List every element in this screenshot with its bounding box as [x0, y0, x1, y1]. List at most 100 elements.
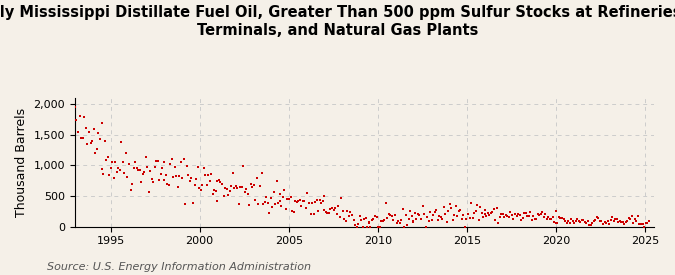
Point [227, 170, 238, 175]
Point [201, 183, 212, 187]
Point [259, 200, 270, 204]
Point [468, 211, 479, 215]
Point [90, 151, 101, 155]
Point [240, 190, 250, 194]
Point [224, 188, 235, 193]
Point [578, 218, 589, 222]
Point [449, 213, 460, 217]
Point [579, 220, 590, 225]
Point [225, 184, 236, 188]
Point [98, 171, 109, 176]
Point [194, 186, 205, 190]
Point [359, 217, 370, 221]
Point [496, 211, 507, 216]
Point [396, 218, 406, 222]
Point [438, 205, 449, 210]
Point [261, 195, 271, 199]
Point [328, 207, 339, 212]
Point [323, 211, 334, 215]
Point [223, 193, 234, 197]
Point [506, 212, 517, 217]
Point [285, 195, 296, 200]
Point [206, 172, 217, 176]
Point [298, 198, 308, 203]
Point [157, 166, 168, 170]
Point [516, 217, 526, 222]
Point [264, 211, 275, 215]
Point [155, 172, 166, 176]
Point [472, 203, 483, 207]
Point [370, 214, 381, 218]
Point [510, 211, 520, 216]
Point [168, 175, 179, 179]
Point [205, 179, 215, 183]
Point [443, 208, 454, 213]
Point [505, 210, 516, 214]
Point [455, 208, 466, 213]
Point [281, 206, 292, 211]
Point [104, 173, 115, 177]
Point [426, 218, 437, 222]
Point [125, 187, 136, 192]
Point [128, 166, 139, 170]
Point [400, 213, 411, 217]
Point [161, 182, 172, 187]
Point [304, 201, 315, 205]
Point [172, 185, 183, 189]
Point [196, 183, 207, 187]
Point [268, 189, 279, 194]
Point [607, 215, 618, 219]
Point [591, 214, 602, 219]
Point [583, 219, 593, 223]
Point [116, 140, 127, 144]
Point [184, 178, 195, 183]
Point [353, 222, 364, 226]
Point [417, 204, 428, 208]
Point [452, 214, 463, 219]
Point [189, 183, 200, 187]
Point [338, 208, 348, 213]
Point [511, 214, 522, 218]
Point [589, 219, 599, 223]
Point [561, 221, 572, 225]
Point [456, 217, 467, 221]
Point [121, 151, 132, 156]
Point [209, 188, 220, 192]
Point [200, 172, 211, 177]
Point [310, 200, 321, 205]
Point [362, 224, 373, 229]
Point [418, 212, 429, 216]
Point [414, 213, 425, 218]
Point [432, 218, 443, 222]
Point [329, 205, 340, 210]
Point [133, 167, 144, 172]
Point [97, 121, 107, 125]
Point [610, 217, 620, 222]
Point [464, 216, 475, 220]
Point [493, 221, 504, 226]
Point [248, 183, 259, 188]
Point [313, 209, 323, 213]
Point [356, 217, 367, 222]
Point [315, 197, 325, 202]
Point [584, 223, 595, 227]
Text: Source: U.S. Energy Information Administration: Source: U.S. Energy Information Administ… [47, 262, 311, 272]
Point [546, 217, 557, 221]
Point [277, 194, 288, 199]
Point [394, 221, 405, 225]
Point [590, 217, 601, 222]
Point [273, 201, 284, 206]
Point [331, 212, 342, 216]
Point [107, 160, 117, 164]
Point [360, 216, 371, 221]
Point [385, 212, 396, 217]
Point [423, 218, 434, 223]
Point [368, 216, 379, 221]
Point [558, 216, 569, 221]
Point [523, 214, 534, 218]
Point [434, 214, 445, 218]
Point [626, 213, 637, 218]
Point [555, 216, 566, 220]
Point [311, 197, 322, 202]
Point [446, 206, 457, 211]
